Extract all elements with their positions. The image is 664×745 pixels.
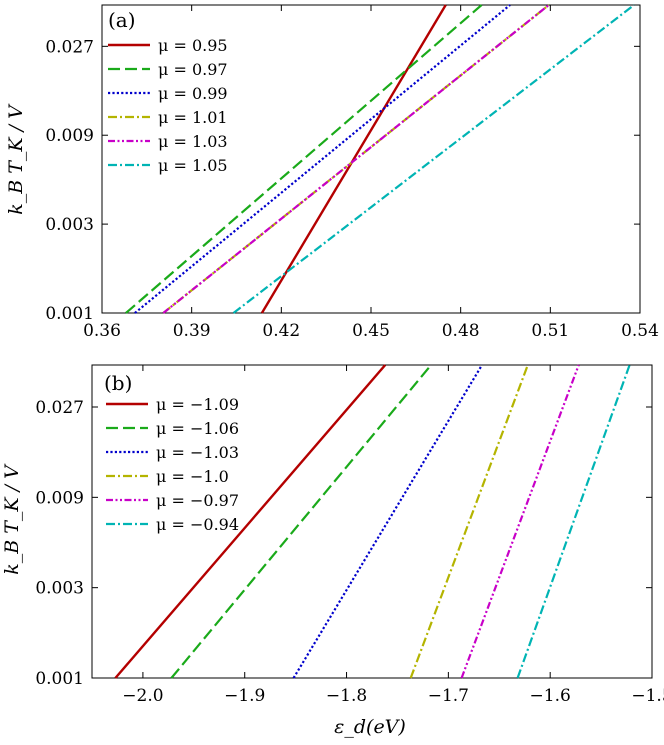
- x-tick-label: 0.36: [83, 321, 121, 341]
- x-tick-label: −1.7: [428, 686, 469, 706]
- y-tick-label: 0.001: [45, 304, 94, 324]
- x-tick-label: −1.8: [326, 686, 367, 706]
- legend-label: μ = −1.06: [156, 419, 239, 438]
- series-line-6: [516, 364, 631, 679]
- x-tick-label: 0.39: [173, 321, 211, 341]
- y-axis-label-a: k_B T_K / V: [5, 103, 27, 215]
- x-tick-label: 0.54: [621, 321, 659, 341]
- x-axis-label-b: ε_d(eV): [334, 716, 406, 738]
- legend-label: μ = 0.97: [158, 60, 228, 79]
- y-tick-label: 0.003: [45, 215, 94, 235]
- series-line-6: [232, 4, 635, 314]
- series-line-5: [460, 364, 580, 679]
- legend-b: μ = −1.09 μ = −1.06 μ = −1.03 μ = −1.0 μ = −…: [106, 395, 239, 534]
- legend-a: μ = 0.95 μ = 0.97 μ = 0.99 μ = 1.01 μ = 1.03…: [108, 36, 228, 175]
- legend-label: μ = −0.94: [156, 515, 239, 534]
- x-tick-label: −1.5: [631, 686, 664, 706]
- series-group-a: [125, 4, 635, 314]
- legend-label: μ = 0.95: [158, 36, 228, 55]
- series-group-b: [114, 364, 631, 679]
- panel-a: 0.36 0.39 0.42 0.45 0.48 0.51 0.54 0.0010.0030…: [5, 4, 659, 341]
- series-line-1: [114, 364, 387, 679]
- y-tick-label: 0.027: [45, 37, 94, 57]
- x-tick-label: 0.42: [262, 321, 300, 341]
- series-line-1: [260, 4, 447, 314]
- series-line-2: [125, 4, 483, 314]
- series-line-3: [134, 4, 511, 314]
- legend-label: μ = −1.03: [156, 443, 239, 462]
- x-ticks-b: −2.0 −1.9 −1.8 −1.7 −1.6 −1.5: [122, 365, 664, 706]
- x-tick-label: −1.6: [530, 686, 571, 706]
- legend-label: μ = −1.0: [156, 467, 229, 486]
- y-ticks-a: 0.001 0.003 0.009 0.027: [45, 37, 640, 324]
- panel-label-b: (b): [104, 371, 132, 395]
- y-tick-label: 0.009: [45, 126, 94, 146]
- y-tick-label: 0.027: [35, 398, 84, 418]
- series-line-5: [162, 4, 550, 314]
- legend-label: μ = 0.99: [158, 84, 228, 103]
- legend-label: μ = 1.05: [158, 156, 228, 175]
- x-tick-label: −1.9: [224, 686, 265, 706]
- plot-frame-b: [91, 364, 653, 679]
- x-ticks-a: 0.36 0.39 0.42 0.45 0.48 0.51 0.54: [83, 5, 659, 341]
- series-line-4: [409, 364, 529, 679]
- legend-label: μ = 1.03: [158, 132, 228, 151]
- y-tick-label: 0.009: [35, 488, 84, 508]
- panel-b: −2.0 −1.9 −1.8 −1.7 −1.6 −1.5 0.001 0.003 0.009…: [1, 364, 664, 738]
- x-tick-label: 0.51: [531, 321, 569, 341]
- legend-label: μ = −0.97: [156, 491, 239, 510]
- y-tick-label: 0.003: [35, 579, 84, 599]
- x-tick-label: 0.48: [442, 321, 480, 341]
- legend-label: μ = 1.01: [158, 108, 228, 127]
- y-tick-label: 0.001: [35, 669, 84, 689]
- legend-label: μ = −1.09: [156, 395, 239, 414]
- x-tick-label: −2.0: [122, 686, 163, 706]
- series-line-3: [292, 364, 483, 679]
- y-axis-label-b: k_B T_K / V: [1, 463, 23, 575]
- y-ticks-b: 0.001 0.003 0.009 0.027: [35, 398, 652, 689]
- x-tick-label: 0.45: [352, 321, 390, 341]
- panel-label-a: (a): [108, 8, 136, 32]
